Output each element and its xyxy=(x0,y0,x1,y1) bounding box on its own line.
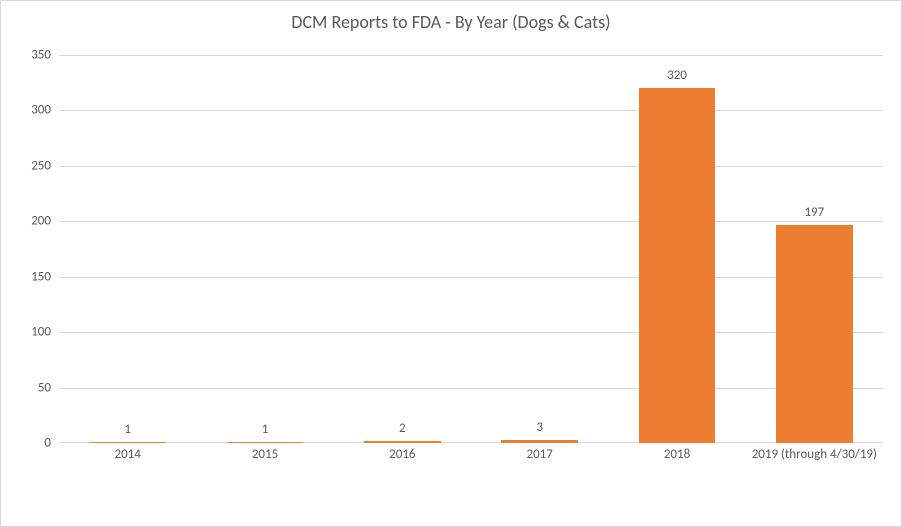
y-tick-label: 350 xyxy=(7,48,51,63)
x-tick-label: 2016 xyxy=(337,447,468,462)
y-tick-label: 200 xyxy=(7,214,51,229)
gridline xyxy=(59,55,883,56)
plot-area xyxy=(59,55,883,443)
x-tick-label: 2017 xyxy=(474,447,605,462)
gridline xyxy=(59,277,883,278)
x-tick-label: 2019 (through 4/30/19) xyxy=(749,447,880,462)
y-tick-label: 0 xyxy=(7,436,51,451)
gridline xyxy=(59,388,883,389)
y-tick-label: 50 xyxy=(7,380,51,395)
bar xyxy=(89,442,166,443)
x-tick-label: 2015 xyxy=(199,447,330,462)
y-tick-label: 250 xyxy=(7,158,51,173)
gridline xyxy=(59,332,883,333)
x-axis-line xyxy=(59,442,883,443)
bar-value-label: 2 xyxy=(399,421,406,436)
bar xyxy=(227,442,304,443)
bar-value-label: 1 xyxy=(124,422,131,437)
bar xyxy=(501,440,578,443)
chart-container: DCM Reports to FDA - By Year (Dogs & Cat… xyxy=(0,0,902,527)
y-tick-label: 150 xyxy=(7,269,51,284)
bar xyxy=(639,88,716,443)
y-tick-label: 100 xyxy=(7,325,51,340)
chart-title: DCM Reports to FDA - By Year (Dogs & Cat… xyxy=(1,11,901,33)
bar xyxy=(364,441,441,443)
gridline xyxy=(59,110,883,111)
bar-value-label: 197 xyxy=(804,205,824,220)
bar-value-label: 1 xyxy=(262,422,269,437)
bar-value-label: 320 xyxy=(667,68,687,83)
bar-value-label: 3 xyxy=(536,420,543,435)
x-tick-label: 2014 xyxy=(62,447,193,462)
x-tick-label: 2018 xyxy=(611,447,742,462)
bar xyxy=(776,225,853,443)
gridline xyxy=(59,221,883,222)
gridline xyxy=(59,166,883,167)
y-tick-label: 300 xyxy=(7,103,51,118)
